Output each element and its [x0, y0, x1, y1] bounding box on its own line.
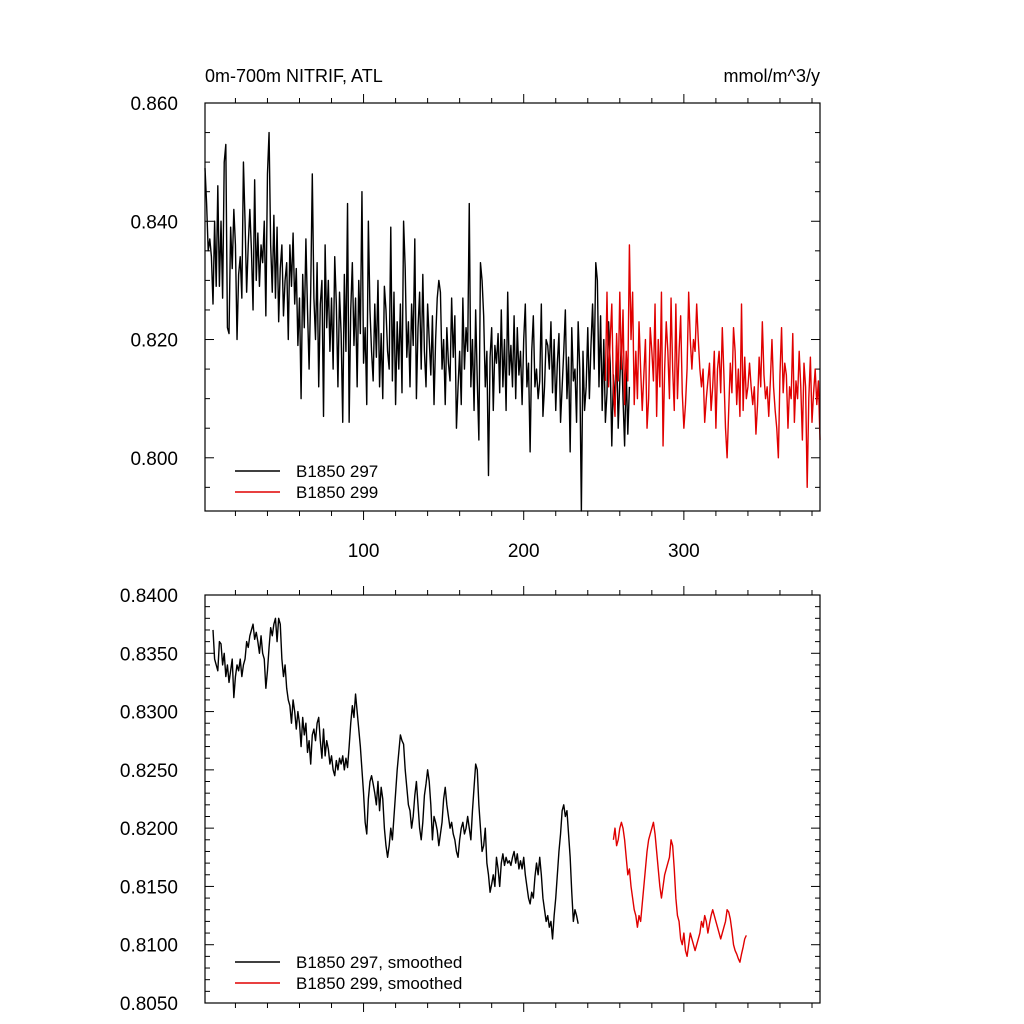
top-plot-ticks: 0.800 0.820 0.840 0.860 100 200 300: [130, 94, 820, 562]
legend-label-297-smoothed: B1850 297, smoothed: [296, 953, 462, 972]
bottom-plot-frame: [204, 594, 821, 1004]
top-plot-panel: 0m-700m NITRIF, ATL mmol/m^3/y 0.800 0.82…: [130, 66, 821, 562]
top-plot-legend: B1850 297 B1850 299: [235, 462, 378, 502]
top-plot-units: mmol/m^3/y: [724, 66, 820, 86]
y-tick-label: 0.8300: [120, 703, 178, 724]
top-plot-series: [204, 131, 821, 512]
legend-label-299-smoothed: B1850 299, smoothed: [296, 974, 462, 993]
y-tick-label: 0.840: [130, 212, 178, 233]
y-tick-label: 0.8350: [120, 644, 178, 665]
y-tick-label: 0.800: [130, 449, 178, 470]
y-tick-label: 0.8200: [120, 819, 178, 840]
series-line-299-smoothed: [612, 821, 747, 963]
x-tick-label: 200: [508, 541, 540, 562]
legend-label-297: B1850 297: [296, 462, 378, 481]
y-tick-label: 0.860: [130, 94, 178, 115]
y-tick-label: 0.8050: [120, 994, 178, 1015]
top-plot-frame: [204, 102, 821, 512]
y-tick-label: 0.8400: [120, 586, 178, 607]
series-line-297: [204, 131, 631, 512]
x-tick-label: 300: [668, 541, 700, 562]
legend-label-299: B1850 299: [296, 483, 378, 502]
series-line-297-smoothed: [212, 617, 579, 940]
y-tick-label: 0.8250: [120, 761, 178, 782]
bottom-plot-legend: B1850 297, smoothed B1850 299, smoothed: [235, 953, 462, 993]
y-tick-label: 0.8150: [120, 877, 178, 898]
series-line-299: [604, 244, 821, 489]
bottom-plot-series: [212, 617, 747, 963]
bottom-plot-ticks: 0.8050 0.8100 0.8150 0.8200 0.8250 0.8300 0.83…: [120, 586, 820, 1015]
y-tick-label: 0.8100: [120, 936, 178, 957]
top-plot-title: 0m-700m NITRIF, ATL: [205, 66, 383, 86]
y-tick-label: 0.820: [130, 331, 178, 352]
bottom-plot-panel: 0.8050 0.8100 0.8150 0.8200 0.8250 0.8300 0.83…: [120, 586, 821, 1015]
x-tick-label: 100: [348, 541, 380, 562]
